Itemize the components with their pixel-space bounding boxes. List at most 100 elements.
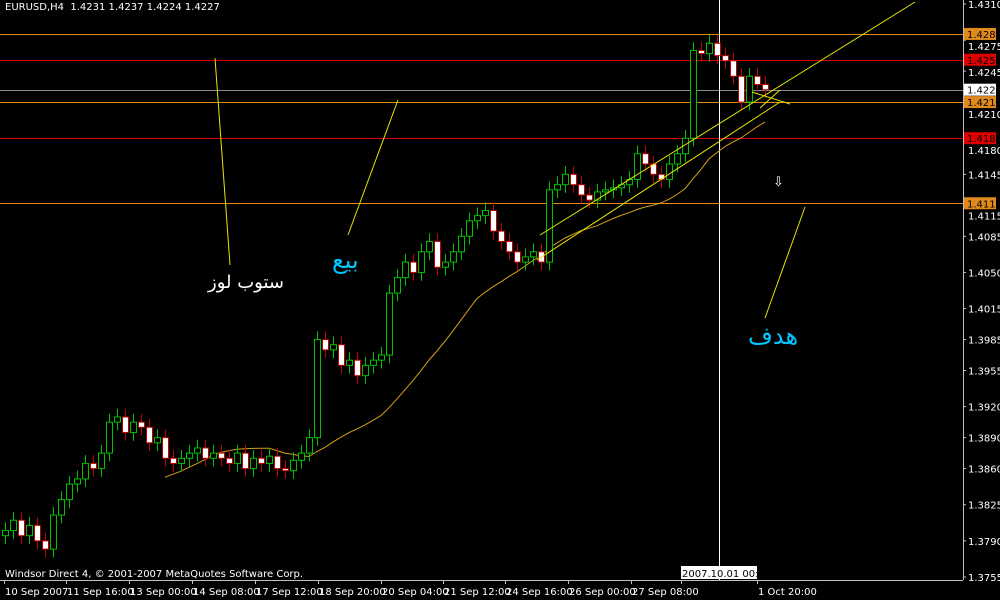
candle-body xyxy=(562,173,569,186)
price-tick-label: 1.4050 xyxy=(968,268,1000,279)
price-tick-label: 1.4180 xyxy=(968,146,1000,157)
chart-header: EURUSD,H4 1.4231 1.4237 1.4224 1.4227 xyxy=(5,2,220,13)
candle-body xyxy=(530,251,537,258)
price-tick-label: 1.4210 xyxy=(968,110,1000,121)
candle-body xyxy=(2,530,9,537)
candle-body xyxy=(322,339,329,351)
candle-body xyxy=(386,292,393,356)
candle-body xyxy=(58,499,65,516)
candle-body xyxy=(314,339,321,439)
candle-body xyxy=(410,261,417,273)
target-annotation: هدف xyxy=(748,322,799,350)
time-tick-label: 20 Sep 04:00 xyxy=(382,587,449,598)
candle-body xyxy=(506,240,513,253)
price-tick-label: 1.4145 xyxy=(968,170,1000,181)
price-level-label-bg xyxy=(964,53,996,66)
candle-body xyxy=(690,49,697,139)
price-level-label-bg xyxy=(964,132,996,145)
candle-body xyxy=(586,194,593,201)
price-level-label-bg xyxy=(964,83,996,96)
price-level-label: 1.4281 xyxy=(967,30,1000,41)
candle-body xyxy=(442,261,449,268)
candle-body xyxy=(90,462,97,470)
candle-body xyxy=(514,251,521,263)
price-tick-label: 1.3955 xyxy=(968,367,1000,378)
candle-body xyxy=(402,261,409,279)
candle-body xyxy=(242,452,249,470)
candle-body xyxy=(490,209,497,232)
trendline xyxy=(764,206,806,319)
price-tick-label: 1.4115 xyxy=(968,211,1000,222)
candle-body xyxy=(722,55,729,62)
trendline xyxy=(214,57,231,266)
candle-body xyxy=(18,519,25,537)
candle-body xyxy=(338,344,345,366)
candle-body xyxy=(210,452,217,459)
price-tick-label: 1.4245 xyxy=(968,68,1000,79)
sell-annotation: بيع xyxy=(332,246,359,274)
candle-body xyxy=(42,540,49,550)
candle-body xyxy=(746,75,753,103)
price-tick-label: 1.4015 xyxy=(968,305,1000,316)
candle-body xyxy=(466,220,473,237)
candle-body xyxy=(306,437,313,454)
time-tick-label: 17 Sep 12:00 xyxy=(256,587,323,598)
down-arrow-icon: ⇩ xyxy=(773,175,784,190)
candle-body xyxy=(138,421,145,428)
time-tick-label: 14 Sep 08:00 xyxy=(193,587,260,598)
candle-body xyxy=(730,60,737,77)
candle-body xyxy=(578,184,585,196)
candle-body xyxy=(74,478,81,485)
time-tick-label: 24 Sep 16:00 xyxy=(506,587,573,598)
time-tick-label: 11 Sep 16:00 xyxy=(67,587,134,598)
candle-body xyxy=(522,256,529,263)
moving-average-line xyxy=(164,121,766,478)
candle-body xyxy=(170,457,177,464)
price-tick-label: 1.4275 xyxy=(968,42,1000,53)
candle-body xyxy=(130,421,137,433)
price-tick-label: 1.3890 xyxy=(968,434,1000,445)
candle-body xyxy=(250,457,257,470)
candle-body xyxy=(34,524,41,542)
candle-body xyxy=(594,191,601,201)
candle-body xyxy=(434,240,441,268)
trendline xyxy=(347,99,399,236)
candle-body xyxy=(98,452,105,470)
price-level-label: 1.4117 xyxy=(967,199,1000,210)
candle-body xyxy=(106,421,113,454)
time-tick-label: 27 Sep 08:00 xyxy=(632,587,699,598)
price-level-label: 1.4180 xyxy=(967,134,1000,145)
candle-body xyxy=(362,364,369,377)
candle-body xyxy=(498,230,505,242)
candle-body xyxy=(426,240,433,253)
crosshair-time-label: 2007.10.01 00:00 xyxy=(682,569,771,580)
candle-body xyxy=(26,524,33,537)
candle-body xyxy=(186,452,193,459)
price-level-label-bg xyxy=(964,27,996,40)
price-tick-label: 1.4310 xyxy=(968,0,1000,11)
price-level-label: 1.4227 xyxy=(967,86,1000,97)
candle-body xyxy=(146,426,153,444)
crosshair-time-label-bg xyxy=(681,566,757,579)
candle-body xyxy=(202,447,209,459)
trendline xyxy=(536,101,781,261)
symbol-label: EURUSD,H4 xyxy=(5,2,65,13)
price-level-label: 1.4215 xyxy=(967,98,1000,109)
candle-body xyxy=(482,209,489,217)
price-level-label-bg xyxy=(964,197,996,210)
candle-body xyxy=(194,447,201,454)
time-tick-label: 18 Sep 20:00 xyxy=(319,587,386,598)
candle-body xyxy=(370,359,377,366)
candle-body xyxy=(354,359,361,377)
time-tick-label: 26 Sep 00:00 xyxy=(569,587,636,598)
candle-body xyxy=(698,49,705,55)
candle-body xyxy=(666,163,673,181)
price-tick-label: 1.3790 xyxy=(968,537,1000,548)
time-tick-label: 1 Oct 20:00 xyxy=(758,587,817,598)
trendline xyxy=(539,1,916,236)
stop-loss-annotation: ستوب لوز xyxy=(208,272,284,293)
candle-body xyxy=(122,416,129,433)
price-tick-label: 1.3920 xyxy=(968,403,1000,414)
